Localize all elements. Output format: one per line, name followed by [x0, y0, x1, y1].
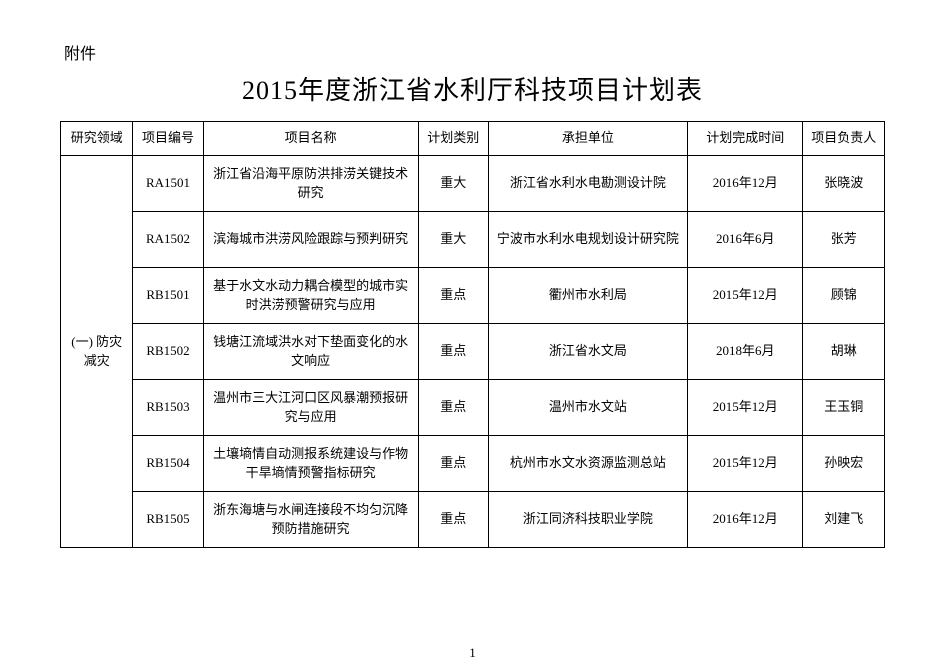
- table-row: RA1502 滨海城市洪涝风险跟踪与预判研究 重大 宁波市水利水电规划设计研究院…: [61, 212, 885, 268]
- cell-code: RA1502: [133, 212, 203, 268]
- table-row: RB1503 温州市三大江河口区风暴潮预报研究与应用 重点 温州市水文站 201…: [61, 380, 885, 436]
- cell-unit: 浙江省水文局: [488, 324, 687, 380]
- cell-type: 重点: [418, 436, 488, 492]
- cell-owner: 顾锦: [803, 268, 885, 324]
- table-row: RB1502 钱塘江流域洪水对下垫面变化的水文响应 重点 浙江省水文局 2018…: [61, 324, 885, 380]
- cell-name: 基于水文水动力耦合模型的城市实时洪涝预警研究与应用: [203, 268, 418, 324]
- domain-cell: (一) 防灾减灾: [61, 156, 133, 548]
- cell-code: RB1505: [133, 492, 203, 548]
- cell-type: 重点: [418, 492, 488, 548]
- cell-name: 滨海城市洪涝风险跟踪与预判研究: [203, 212, 418, 268]
- table-row: RB1505 浙东海塘与水闸连接段不均匀沉降预防措施研究 重点 浙江同济科技职业…: [61, 492, 885, 548]
- cell-code: RA1501: [133, 156, 203, 212]
- cell-type: 重点: [418, 324, 488, 380]
- cell-time: 2015年12月: [688, 268, 803, 324]
- col-code: 项目编号: [133, 122, 203, 156]
- cell-owner: 张晓波: [803, 156, 885, 212]
- col-name: 项目名称: [203, 122, 418, 156]
- cell-type: 重大: [418, 212, 488, 268]
- cell-time: 2015年12月: [688, 436, 803, 492]
- cell-name: 钱塘江流域洪水对下垫面变化的水文响应: [203, 324, 418, 380]
- col-owner: 项目负责人: [803, 122, 885, 156]
- cell-code: RB1503: [133, 380, 203, 436]
- col-type: 计划类别: [418, 122, 488, 156]
- cell-type: 重点: [418, 380, 488, 436]
- cell-owner: 张芳: [803, 212, 885, 268]
- cell-type: 重大: [418, 156, 488, 212]
- cell-time: 2015年12月: [688, 380, 803, 436]
- projects-table: 研究领域 项目编号 项目名称 计划类别 承担单位 计划完成时间 项目负责人 (一…: [60, 121, 885, 548]
- cell-time: 2018年6月: [688, 324, 803, 380]
- cell-name: 浙东海塘与水闸连接段不均匀沉降预防措施研究: [203, 492, 418, 548]
- cell-unit: 衢州市水利局: [488, 268, 687, 324]
- table-row: RB1501 基于水文水动力耦合模型的城市实时洪涝预警研究与应用 重点 衢州市水…: [61, 268, 885, 324]
- cell-name: 温州市三大江河口区风暴潮预报研究与应用: [203, 380, 418, 436]
- cell-time: 2016年12月: [688, 156, 803, 212]
- cell-unit: 杭州市水文水资源监测总站: [488, 436, 687, 492]
- cell-unit: 宁波市水利水电规划设计研究院: [488, 212, 687, 268]
- cell-owner: 王玉铜: [803, 380, 885, 436]
- cell-code: RB1502: [133, 324, 203, 380]
- col-unit: 承担单位: [488, 122, 687, 156]
- col-domain: 研究领域: [61, 122, 133, 156]
- cell-code: RB1501: [133, 268, 203, 324]
- cell-code: RB1504: [133, 436, 203, 492]
- cell-name: 土壤墒情自动测报系统建设与作物干旱墒情预警指标研究: [203, 436, 418, 492]
- table-row: (一) 防灾减灾 RA1501 浙江省沿海平原防洪排涝关键技术研究 重大 浙江省…: [61, 156, 885, 212]
- attachment-label: 附件: [64, 40, 885, 64]
- col-time: 计划完成时间: [688, 122, 803, 156]
- cell-owner: 刘建飞: [803, 492, 885, 548]
- page-number: 1: [0, 645, 945, 661]
- table-row: RB1504 土壤墒情自动测报系统建设与作物干旱墒情预警指标研究 重点 杭州市水…: [61, 436, 885, 492]
- cell-owner: 孙映宏: [803, 436, 885, 492]
- cell-time: 2016年12月: [688, 492, 803, 548]
- page-title: 2015年度浙江省水利厅科技项目计划表: [60, 70, 885, 107]
- table-header-row: 研究领域 项目编号 项目名称 计划类别 承担单位 计划完成时间 项目负责人: [61, 122, 885, 156]
- cell-time: 2016年6月: [688, 212, 803, 268]
- cell-name: 浙江省沿海平原防洪排涝关键技术研究: [203, 156, 418, 212]
- cell-unit: 浙江省水利水电勘测设计院: [488, 156, 687, 212]
- cell-owner: 胡琳: [803, 324, 885, 380]
- cell-type: 重点: [418, 268, 488, 324]
- cell-unit: 温州市水文站: [488, 380, 687, 436]
- cell-unit: 浙江同济科技职业学院: [488, 492, 687, 548]
